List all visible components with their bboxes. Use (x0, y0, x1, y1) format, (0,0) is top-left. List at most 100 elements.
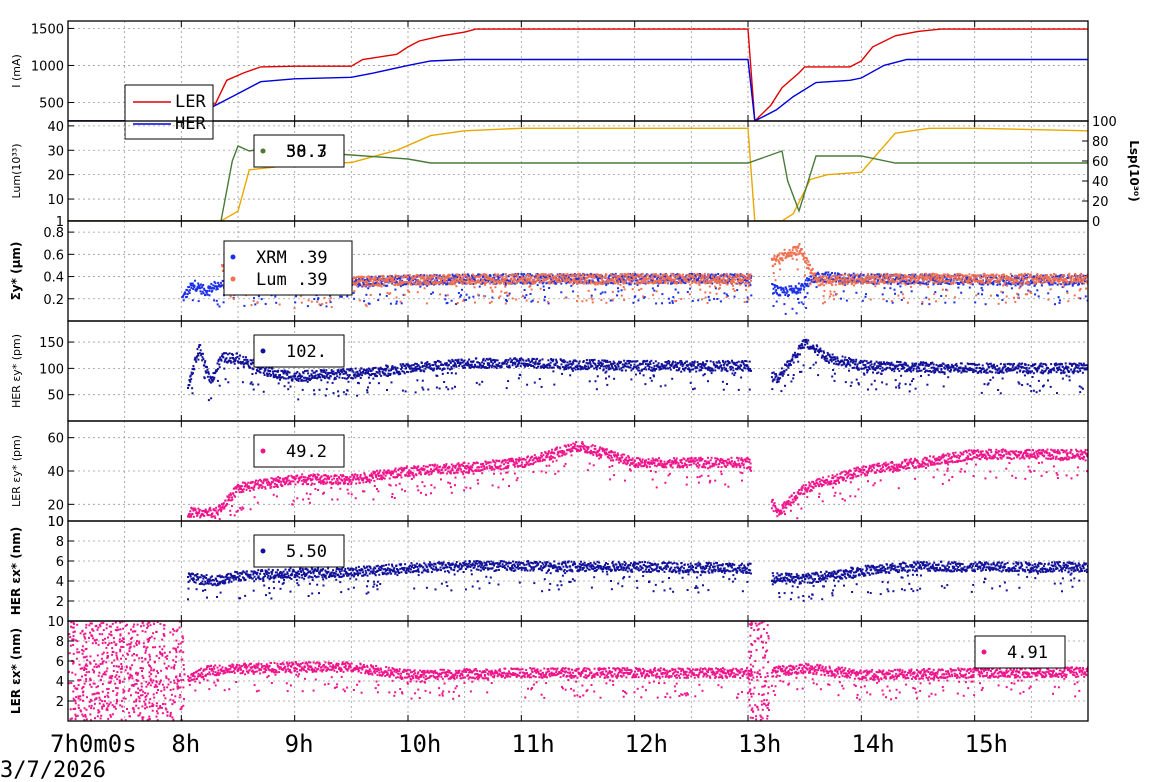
data-point (810, 272, 813, 275)
data-point (801, 283, 803, 286)
data-point (702, 280, 705, 283)
data-point (1073, 281, 1075, 284)
data-point (502, 280, 505, 283)
data-point (796, 287, 799, 290)
y-right-tick-label: 40 (1092, 175, 1109, 190)
data-point (710, 279, 713, 282)
data-point (800, 284, 803, 287)
data-point (483, 278, 486, 281)
data-point (569, 273, 572, 276)
data-point (837, 277, 840, 280)
data-point (860, 277, 863, 280)
data-point (1022, 282, 1025, 285)
data-point (786, 253, 789, 256)
data-point (781, 291, 784, 294)
data-point (866, 274, 869, 277)
data-point (928, 280, 930, 283)
data-point (376, 280, 378, 282)
data-point (195, 356, 198, 359)
data-point (826, 277, 829, 280)
data-point (1018, 278, 1021, 281)
data-point (637, 279, 640, 282)
data-point (500, 274, 503, 277)
data-point (895, 276, 898, 279)
data-point (992, 273, 995, 276)
data-point (780, 258, 783, 261)
data-point (504, 273, 507, 276)
data-point (470, 280, 473, 283)
data-point (425, 281, 427, 284)
data-point (357, 285, 360, 288)
data-point (469, 282, 472, 285)
data-point (629, 283, 632, 286)
data-point (542, 280, 544, 282)
data-point (989, 278, 992, 281)
data-point (746, 300, 749, 303)
data-point (491, 290, 494, 293)
data-point (881, 274, 884, 277)
data-point (562, 275, 565, 278)
data-point (786, 255, 789, 258)
data-point (449, 274, 451, 277)
data-point (640, 279, 643, 282)
data-point (251, 361, 254, 364)
data-point (523, 282, 526, 285)
data-point (605, 283, 608, 286)
data-point (375, 281, 378, 284)
y-tick-label: 1000 (31, 59, 64, 74)
data-point (356, 281, 359, 284)
data-point (946, 289, 949, 292)
data-point (628, 283, 631, 286)
data-point (514, 273, 517, 276)
data-point (439, 277, 442, 280)
data-point (1048, 280, 1051, 283)
data-point (1081, 282, 1084, 285)
data-point (599, 275, 602, 278)
data-point (696, 279, 699, 282)
data-point (509, 280, 512, 283)
data-point (1015, 281, 1017, 284)
data-point (196, 285, 199, 288)
data-point (813, 274, 816, 277)
data-point (377, 278, 380, 281)
data-point (805, 307, 808, 309)
data-point (891, 275, 893, 278)
data-point (601, 275, 604, 278)
data-point (596, 283, 599, 286)
data-point (749, 277, 752, 279)
data-point (420, 282, 423, 285)
data-point (803, 252, 806, 255)
data-point (308, 377, 310, 380)
data-point (515, 273, 518, 275)
data-point (913, 282, 916, 285)
data-point (1061, 286, 1064, 289)
data-point (782, 254, 785, 257)
data-point (446, 281, 449, 284)
data-point (403, 274, 406, 277)
data-point (276, 377, 279, 380)
data-point (485, 273, 488, 276)
data-point (419, 274, 422, 277)
data-point (500, 290, 503, 293)
data-point (229, 357, 232, 360)
data-point (628, 282, 631, 285)
data-point (257, 295, 260, 298)
data-point (430, 274, 433, 277)
data-point (811, 268, 814, 271)
data-point (717, 279, 720, 282)
data-point (551, 277, 554, 280)
data-point (883, 280, 886, 282)
data-point (578, 275, 581, 278)
data-point (373, 277, 376, 280)
data-point (932, 279, 935, 281)
data-point (324, 372, 327, 375)
data-point (522, 275, 525, 277)
data-point (519, 276, 522, 279)
series-lsp (68, 145, 1088, 221)
data-point (1018, 273, 1021, 276)
data-point (936, 277, 939, 280)
data-point (967, 278, 970, 280)
data-point (279, 378, 281, 381)
data-point (772, 258, 775, 261)
data-point (961, 274, 964, 276)
